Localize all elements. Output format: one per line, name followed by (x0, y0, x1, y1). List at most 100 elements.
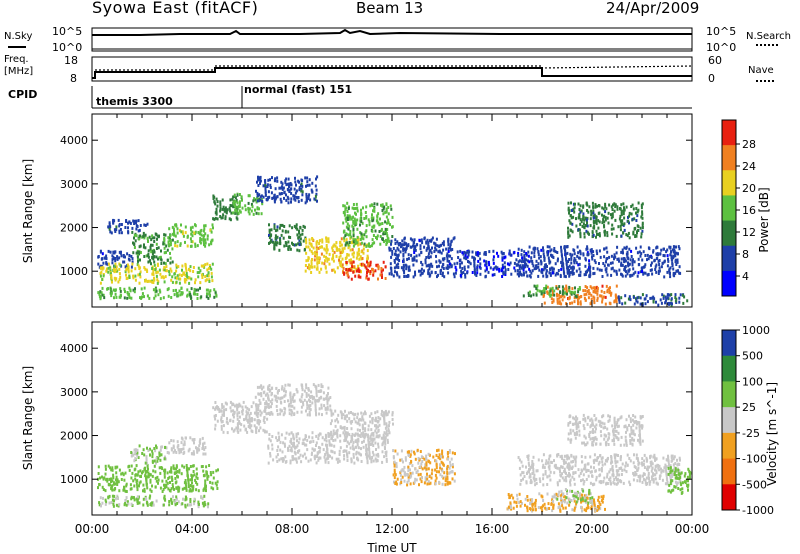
velocity-cell (207, 505, 209, 509)
velocity-cell (604, 507, 606, 511)
velocity-cell (443, 471, 446, 475)
power-cell (359, 231, 362, 235)
power-cell (485, 265, 488, 269)
velocity-cell (278, 438, 281, 441)
power-cell (105, 269, 108, 273)
velocity-cell (348, 442, 351, 446)
power-cell (568, 264, 571, 268)
power-cell (633, 227, 636, 231)
power-cell (206, 234, 209, 238)
velocity-cell (371, 440, 374, 444)
power-cell (299, 242, 302, 246)
velocity-cell (339, 434, 342, 438)
velocity-cell (289, 395, 292, 399)
power-cell (433, 250, 436, 253)
power-cell (558, 293, 561, 297)
velocity-cell (283, 442, 286, 446)
power-cell (428, 274, 431, 278)
power-cell (168, 270, 171, 273)
power-cell (138, 252, 141, 256)
power-cell (184, 225, 187, 229)
velocity-cell (116, 494, 119, 498)
power-cell (433, 241, 436, 245)
velocity-cell (288, 412, 291, 416)
power-cell (248, 212, 251, 216)
power-cell (298, 235, 301, 239)
power-cell (178, 289, 181, 293)
power-cell (603, 264, 606, 268)
power-cell (584, 289, 587, 293)
velocity-cell (281, 385, 284, 389)
nave-legend-dots (756, 80, 774, 82)
power-cell (474, 272, 477, 276)
velocity-cell (293, 450, 296, 454)
velocity-cell (295, 433, 298, 437)
velocity-cell (355, 450, 358, 454)
velocity-cell (419, 472, 422, 476)
velocity-cell (223, 408, 226, 412)
power-cell (446, 264, 449, 268)
velocity-cell (212, 476, 215, 480)
power-cell (351, 263, 353, 267)
velocity-cell (306, 413, 309, 417)
power-cell (479, 266, 482, 270)
power-cell (147, 279, 150, 283)
power-cell (586, 221, 588, 225)
power-cell (666, 254, 669, 258)
velocity-cell (293, 437, 296, 441)
velocity-cell (123, 485, 125, 489)
velocity-cell (186, 471, 189, 475)
velocity-cell (216, 480, 219, 484)
velocity-cell (216, 419, 219, 423)
velocity-cell (151, 484, 153, 488)
velocity-cell (175, 467, 177, 471)
power-cell (568, 268, 570, 272)
velocity-cell (181, 502, 184, 506)
velocity-cell (293, 413, 296, 416)
power-cell (173, 293, 176, 297)
power-cell (595, 235, 597, 239)
power-cell (122, 260, 125, 264)
power-cell (118, 262, 121, 266)
power-cell (110, 275, 113, 278)
power-cell (584, 285, 587, 288)
velocity-cell (172, 466, 175, 470)
velocity-cell (359, 428, 361, 432)
power-cell (343, 204, 346, 208)
power-cell (115, 225, 118, 229)
power-cell (567, 260, 570, 263)
velocity-cell (449, 470, 452, 474)
power-cell (573, 300, 576, 304)
power-cell (107, 270, 110, 274)
power-cell (334, 270, 336, 274)
power-cell (485, 267, 488, 271)
power-cell (376, 219, 379, 223)
power-cell (639, 302, 642, 306)
power-cell (636, 296, 639, 300)
velocity-cell (290, 404, 293, 408)
power-cell (559, 291, 562, 294)
power-cell (571, 209, 573, 212)
power-cell (590, 297, 593, 301)
power-cell (157, 257, 159, 261)
power-cell (248, 194, 251, 198)
velocity-cell (317, 446, 320, 449)
power-cell (654, 268, 657, 271)
power-cell (357, 242, 360, 246)
power-cell (484, 263, 487, 267)
velocity-cell (339, 439, 342, 443)
power-cell (643, 265, 645, 269)
power-cell (384, 277, 387, 280)
power-cell (276, 241, 279, 245)
velocity-cell (351, 412, 354, 416)
power-cell (266, 198, 269, 202)
velocity-cell (510, 507, 513, 511)
power-cell (456, 261, 459, 265)
velocity-cell (408, 462, 411, 465)
power-cell (119, 289, 122, 293)
velocity-cell (135, 497, 138, 501)
power-cell (139, 224, 142, 227)
power-cell (473, 265, 476, 269)
power-cell (308, 238, 311, 242)
velocity-cell (113, 488, 116, 492)
